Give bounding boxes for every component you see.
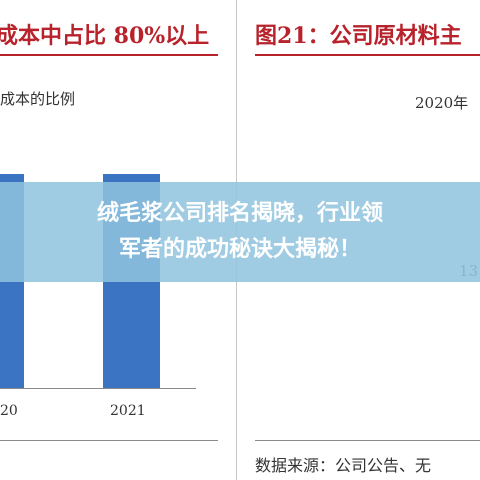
x-axis <box>0 388 196 389</box>
right-bottom-rule <box>255 440 480 441</box>
right-title-rule <box>255 54 480 56</box>
left-chart-note: 成本的比例 <box>0 90 76 108</box>
pie-year-label: 2020年 <box>415 94 469 112</box>
left-bottom-rule <box>0 440 218 441</box>
tick-label-2020: 20 <box>0 403 18 419</box>
headline-line-1: 绒毛浆公司排名揭晓，行业领 <box>96 201 383 226</box>
headline-line-2: 军者的成功秘诀大揭秘！ <box>118 237 361 262</box>
left-chart-title: 成本中占比 80%以上 <box>0 23 210 49</box>
left-title-rule <box>0 54 218 56</box>
tick-label-2021: 2021 <box>110 403 146 419</box>
headline-banner: 绒毛浆公司排名揭晓，行业领 军者的成功秘诀大揭秘！ <box>0 182 480 282</box>
right-chart-title: 图21：公司原材料主 <box>255 23 462 49</box>
data-source: 数据来源：公司公告、无 <box>255 456 432 475</box>
